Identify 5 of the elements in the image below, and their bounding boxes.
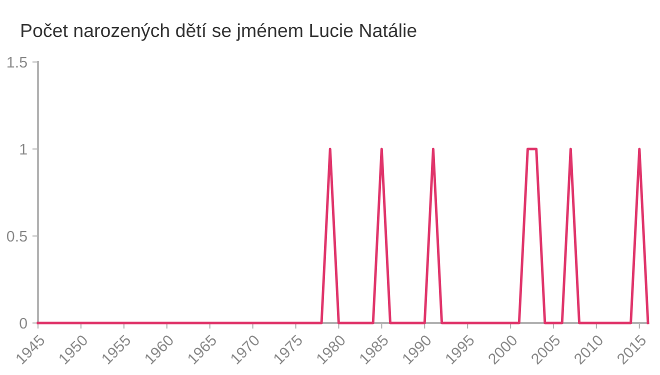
y-tick-label: 0 <box>20 318 27 329</box>
y-tick-label: 0.5 <box>6 230 27 242</box>
chart-title: Počet narozených dětí se jménem Lucie Natálie <box>22 23 416 41</box>
y-tick-label: 1.5 <box>8 57 27 68</box>
y-tick-label: 1 <box>20 144 27 155</box>
